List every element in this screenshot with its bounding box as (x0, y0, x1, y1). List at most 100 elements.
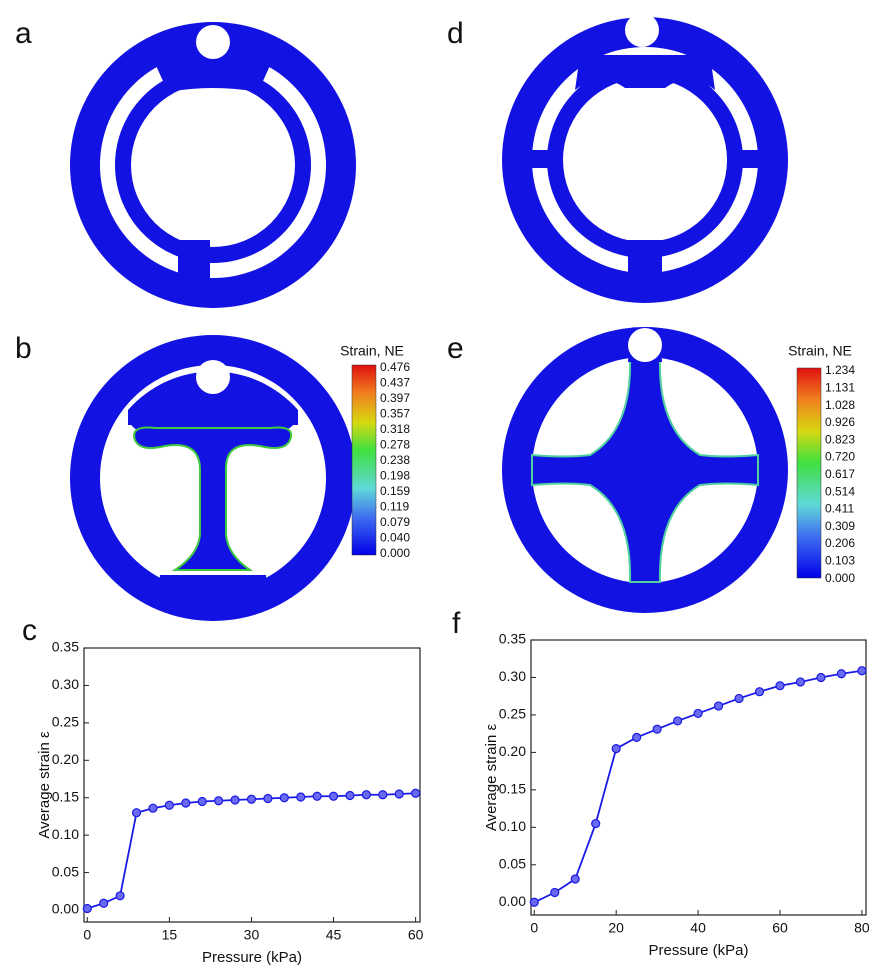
colorbar-label: 0.397 (380, 391, 410, 405)
data-point (330, 792, 338, 800)
data-point (313, 792, 321, 800)
colorbar-label: 0.159 (380, 484, 410, 498)
y-tick-label: 0.20 (499, 743, 526, 759)
colorbar-label: 1.028 (825, 398, 855, 412)
panel-label: c (22, 614, 37, 647)
data-point (633, 733, 641, 741)
panel-label: e (447, 332, 464, 365)
x-axis-label: Pressure (kPa) (202, 949, 302, 966)
y-tick-label: 0.20 (52, 751, 79, 767)
data-point (612, 745, 620, 753)
colorbar (352, 365, 376, 555)
data-point (592, 820, 600, 828)
colorbar-title: Strain, NE (340, 343, 404, 359)
diagram-a (70, 22, 356, 308)
x-tick-label: 15 (162, 927, 178, 943)
colorbar-title: Strain, NE (788, 343, 852, 359)
colorbar-label: 0.040 (380, 531, 410, 545)
y-tick-label: 0.00 (52, 901, 79, 917)
data-point (412, 789, 420, 797)
y-tick-label: 0.35 (499, 631, 526, 647)
data-point (215, 797, 223, 805)
data-point (133, 809, 141, 817)
y-axis-label: Average strain ε (36, 731, 53, 839)
y-tick-label: 0.25 (52, 714, 79, 730)
x-tick-label: 0 (83, 927, 91, 943)
data-point (776, 682, 784, 690)
x-tick-label: 0 (530, 920, 538, 936)
colorbar-label: 0.476 (380, 360, 410, 374)
data-point (198, 797, 206, 805)
x-tick-label: 30 (244, 927, 260, 943)
data-point (653, 725, 661, 733)
y-tick-label: 0.15 (499, 781, 526, 797)
y-tick-label: 0.05 (499, 855, 526, 871)
diagram-d (502, 13, 788, 303)
y-tick-label: 0.35 (52, 639, 79, 655)
x-tick-label: 40 (690, 920, 706, 936)
colorbar-label: 0.318 (380, 422, 410, 436)
data-line (534, 671, 862, 903)
colorbar-label: 0.720 (825, 450, 855, 464)
data-point (571, 875, 579, 883)
data-point (297, 793, 305, 801)
y-tick-label: 0.25 (499, 706, 526, 722)
colorbar-label: 0.617 (825, 467, 855, 481)
y-tick-label: 0.05 (52, 863, 79, 879)
panel-label: a (15, 17, 32, 50)
data-point (100, 899, 108, 907)
colorbar-label: 0.000 (825, 571, 855, 585)
data-point (715, 702, 723, 710)
y-tick-label: 0.30 (499, 668, 526, 684)
data-point (858, 667, 866, 675)
y-tick-label: 0.10 (499, 818, 526, 834)
colorbar-label: 0.198 (380, 469, 410, 483)
colorbar-label: 0.411 (825, 502, 854, 516)
data-point (551, 889, 559, 897)
diagram-b (70, 335, 356, 621)
data-point (116, 892, 124, 900)
data-point (530, 898, 538, 906)
data-point (756, 688, 764, 696)
x-tick-label: 80 (854, 920, 870, 936)
x-tick-label: 60 (772, 920, 788, 936)
colorbar-label: 0.103 (825, 553, 855, 567)
data-point (735, 694, 743, 702)
data-point (837, 670, 845, 678)
figure: abcdefStrain, NE0.4760.4370.3970.3570.31… (0, 0, 873, 970)
colorbar-label: 1.131 (825, 380, 855, 394)
colorbar-label: 0.823 (825, 432, 855, 446)
y-axis-label: Average strain ε (483, 724, 500, 832)
colorbar-label: 0.514 (825, 484, 855, 498)
colorbar-label: 0.000 (380, 546, 410, 560)
data-point (280, 794, 288, 802)
plot-frame (531, 640, 866, 915)
y-tick-label: 0.10 (52, 826, 79, 842)
data-point (796, 678, 804, 686)
data-point (182, 799, 190, 807)
x-axis-label: Pressure (kPa) (648, 942, 748, 959)
data-point (694, 709, 702, 717)
colorbar-label: 0.926 (825, 415, 855, 429)
data-point (817, 673, 825, 681)
colorbar (797, 368, 821, 578)
colorbar-label: 0.309 (825, 519, 855, 533)
y-tick-label: 0.00 (499, 893, 526, 909)
y-tick-label: 0.15 (52, 788, 79, 804)
data-point (379, 791, 387, 799)
data-point (395, 790, 403, 798)
data-point (149, 804, 157, 812)
panel-label: f (452, 607, 461, 640)
data-point (674, 717, 682, 725)
x-tick-label: 45 (326, 927, 342, 943)
diagram-e (502, 327, 788, 613)
data-point (346, 791, 354, 799)
colorbar-label: 0.079 (380, 515, 410, 529)
colorbar-label: 1.234 (825, 363, 855, 377)
colorbar-label: 0.238 (380, 453, 410, 467)
plot-frame (84, 648, 420, 922)
colorbar-label: 0.437 (380, 376, 410, 390)
data-point (231, 796, 239, 804)
data-point (247, 795, 255, 803)
colorbar-label: 0.278 (380, 438, 410, 452)
